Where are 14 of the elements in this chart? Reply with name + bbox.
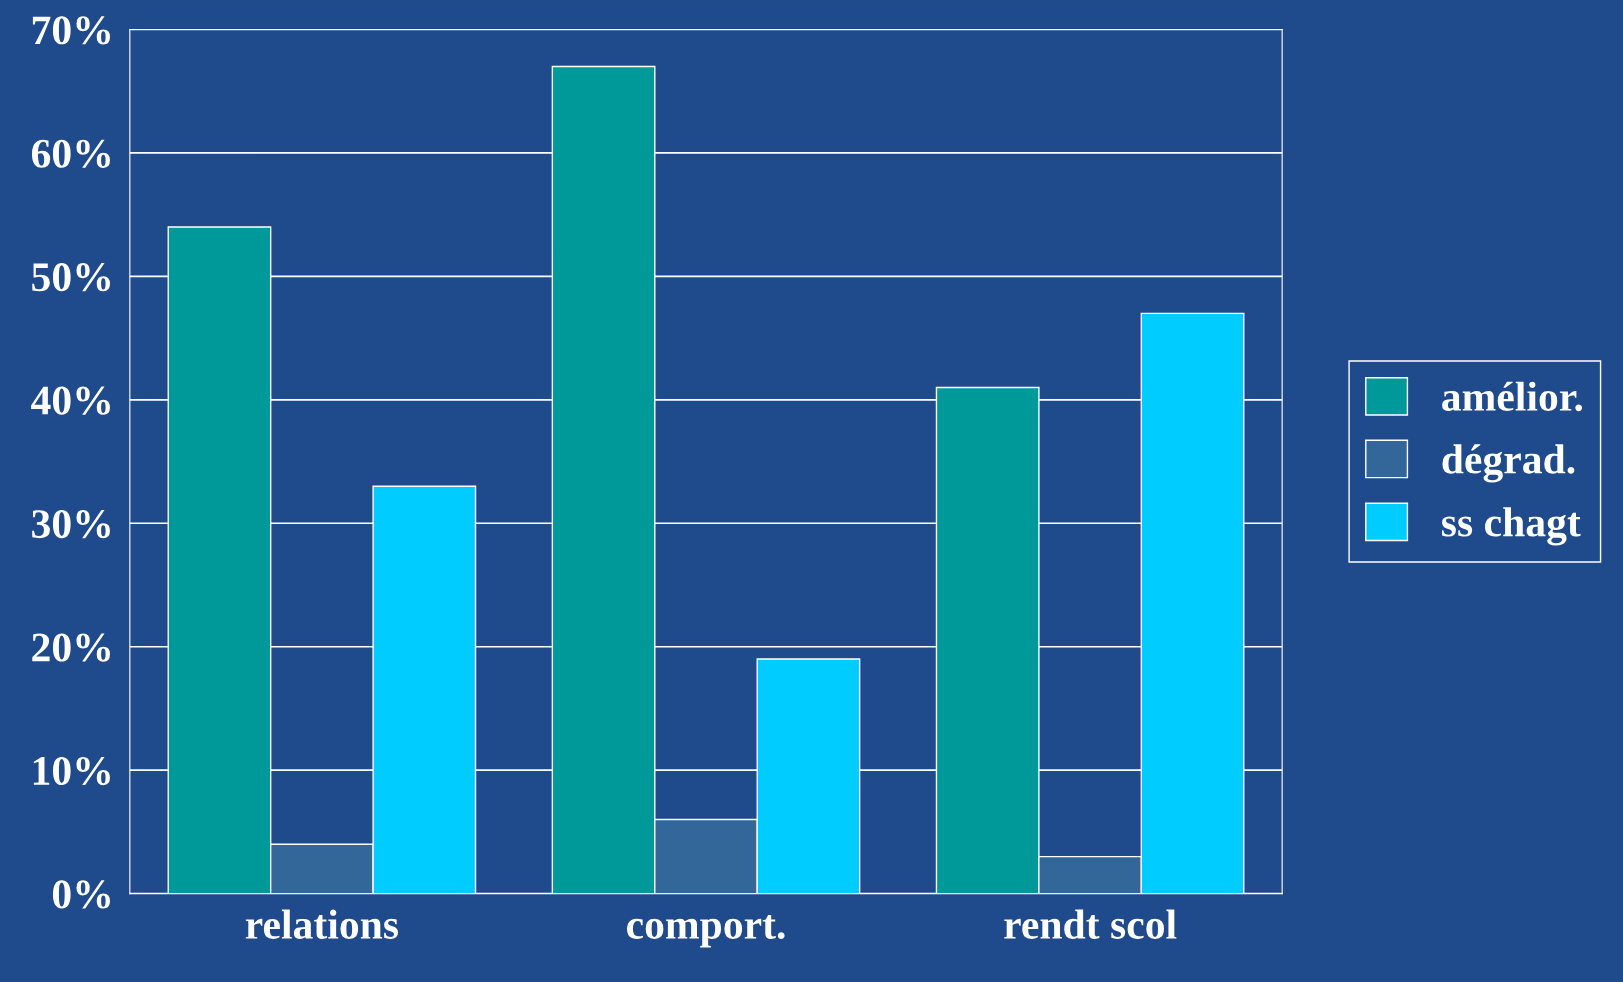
x-tick-label: comport. — [627, 915, 785, 948]
x-tick-label: rendt scol — [1004, 909, 1177, 939]
y-tick-label: 10% — [33, 756, 110, 786]
y-tick-label: 0% — [52, 880, 110, 909]
y-tick-label: 60% — [31, 139, 110, 168]
legend-label: amélior. — [1442, 381, 1583, 412]
y-tick-label: 20% — [32, 633, 110, 662]
y-tick-label: 50% — [32, 263, 110, 292]
y-tick-label: 40% — [31, 386, 110, 415]
x-tick-label: relations — [245, 909, 399, 939]
y-tick-label: 70% — [32, 16, 110, 45]
legend-label: dégrad. — [1442, 444, 1575, 483]
legend-label: ss chagt — [1442, 507, 1581, 546]
y-tick-label: 30% — [32, 510, 110, 539]
